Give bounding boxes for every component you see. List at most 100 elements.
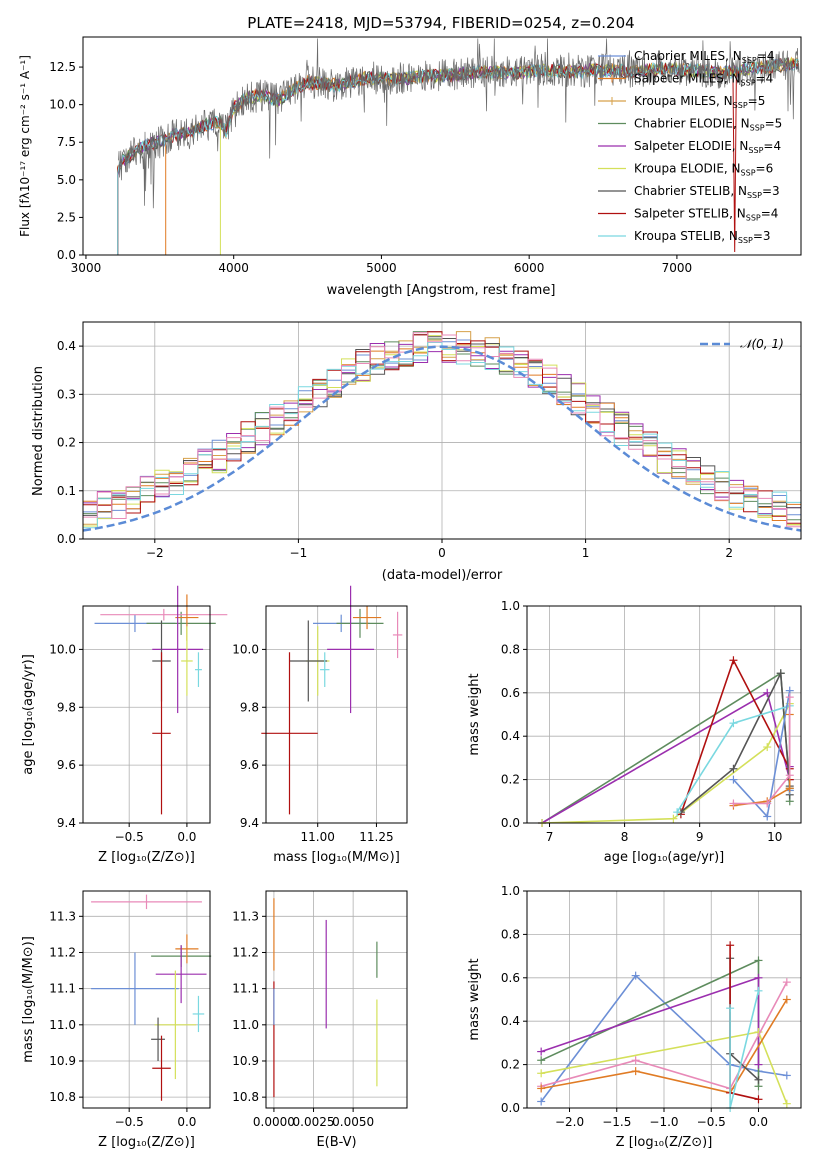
model-spectrum-line — [117, 57, 799, 255]
x-tick-label: −2.0 — [555, 1115, 584, 1129]
mass-weight-line — [733, 714, 791, 807]
x-tick-label: 7 — [546, 830, 554, 844]
y-tick-label: 10.9 — [49, 1054, 76, 1068]
gaussian-curve — [82, 345, 802, 532]
y-axis-label: mass weight — [467, 958, 482, 1040]
x-tick-label: 0.0 — [749, 1115, 768, 1129]
y-tick-label: 11.1 — [232, 982, 259, 996]
spectrum-ticks: 3000 4000 5000 6000 7000 0.0 2.5 5.0 7.5 10.0 12.5 — [49, 60, 692, 275]
age-vs-mass-panel: 11.00 11.25 9.4 9.6 9.8 10.0 mass [log₁₀(M/M⊙)… — [232, 585, 408, 865]
residual-xlabel: (data-model)/error — [382, 568, 503, 583]
residual-histograms — [82, 331, 801, 539]
mass-vs-z-panel: −0.5 0.0 10.8 10.9 11.0 11.1 11.2 11.3 Z [log₁₀(… — [21, 890, 212, 1150]
mass-weight-line — [733, 697, 791, 805]
axes-frame — [82, 890, 211, 1109]
x-tick-label: 1 — [582, 546, 590, 560]
x-axis-label: age [log₁₀(age/yr)] — [604, 850, 725, 865]
y-tick-label: 0.8 — [501, 642, 520, 656]
y-tick-label: 11.1 — [49, 982, 76, 996]
y-tick-label: 10.0 — [232, 642, 259, 656]
y-tick-label: 10.9 — [232, 1054, 259, 1068]
model-spectrum-line — [117, 56, 799, 255]
spectrum-xlabel: wavelength [Angstrom, rest frame] — [327, 283, 556, 298]
y-tick-label: 0.2 — [57, 436, 76, 450]
legend-label: Chabrier STELIB, NSSP=3 — [634, 184, 780, 200]
legend-label: Salpeter MILES, NSSP=4 — [634, 72, 773, 88]
axes-frame — [526, 605, 802, 824]
x-tick-label: −1.5 — [602, 1115, 631, 1129]
legend-label: Salpeter ELODIE, NSSP=4 — [634, 139, 781, 155]
y-tick-label: 10.8 — [49, 1090, 76, 1104]
y-tick-label: 11.3 — [49, 909, 76, 923]
spectrum-frame — [82, 36, 802, 256]
mass-weight-vs-age-panel: 7 8 9 10 0.0 0.2 0.4 0.6 0.8 1.0 age [log₁₀(age/yr… — [467, 599, 802, 865]
y-tick-label: 0.6 — [501, 686, 520, 700]
x-tick-label: 5000 — [366, 261, 397, 275]
y-tick-label: 11.3 — [232, 909, 259, 923]
spectrum-panel: PLATE=2418, MJD=53794, FIBERID=0254, z=0… — [18, 14, 802, 298]
x-tick-label: −1 — [290, 546, 308, 560]
x-tick-label: 10 — [767, 830, 782, 844]
axes-frame — [265, 890, 408, 1109]
legend-label: Salpeter STELIB, NSSP=4 — [634, 207, 778, 223]
observed-spectrum-line — [118, 38, 800, 209]
model-spectrum-line — [117, 57, 799, 255]
y-tick-label: 12.5 — [49, 60, 76, 74]
model-spectrum-line — [117, 58, 799, 255]
model-spectrum-line — [117, 58, 799, 255]
y-tick-label: 0.2 — [501, 773, 520, 787]
x-tick-label: −2 — [146, 546, 164, 560]
x-tick-label: −0.5 — [697, 1115, 726, 1129]
y-axis-label: mass [log₁₀(M/M⊙)] — [21, 936, 36, 1063]
axes-frame — [82, 605, 211, 824]
y-axis-label: age [log₁₀(age/yr)] — [21, 654, 36, 775]
x-tick-label: 0.0050 — [332, 1115, 374, 1129]
model-spectrum-line — [117, 57, 799, 255]
y-tick-label: 10.8 — [232, 1090, 259, 1104]
y-tick-label: 10.0 — [49, 642, 76, 656]
mass-weight-line — [729, 990, 760, 1109]
x-tick-label: 2 — [725, 546, 733, 560]
x-axis-label: Z [log₁₀(Z/Z⊙)] — [98, 850, 195, 865]
y-tick-label: 0.2 — [501, 1058, 520, 1072]
x-axis-label: Z [log₁₀(Z/Z⊙)] — [98, 1135, 195, 1150]
spectrum-title: PLATE=2418, MJD=53794, FIBERID=0254, z=0… — [247, 14, 634, 32]
x-tick-label: 8 — [621, 830, 629, 844]
y-tick-label: 9.6 — [240, 758, 259, 772]
x-axis-label: E(B-V) — [316, 1135, 356, 1150]
y-tick-label: 0.4 — [501, 729, 520, 743]
x-tick-label: 7000 — [662, 261, 693, 275]
x-tick-label: 0 — [438, 546, 446, 560]
mass-weight-line — [541, 999, 788, 1094]
y-tick-label: 0.0 — [501, 816, 520, 830]
y-tick-label: 7.5 — [57, 135, 76, 149]
y-tick-label: 11.0 — [49, 1018, 76, 1032]
y-tick-label: 1.0 — [501, 884, 520, 898]
spectrum-data-line — [118, 38, 800, 209]
x-tick-label: 6000 — [514, 261, 545, 275]
mass-weight-vs-z-panel: −2.0 −1.5 −1.0 −0.5 0.0 0.0 0.2 0.4 0.6 0.8 1.0 Z [… — [467, 884, 802, 1150]
x-tick-label: −1.0 — [649, 1115, 678, 1129]
gaussian-legend-label: 𝒩(0, 1) — [740, 337, 784, 351]
legend-label: Kroupa ELODIE, NSSP=6 — [634, 162, 773, 178]
y-tick-label: 10.0 — [49, 98, 76, 112]
mass-weight-line — [541, 703, 791, 824]
residual-ticks: −2 −1 0 1 2 0.0 0.1 0.2 0.3 0.4 — [57, 339, 733, 560]
y-tick-label: 0.4 — [57, 339, 76, 353]
y-tick-label: 0.0 — [57, 248, 76, 262]
axes-frame — [265, 605, 408, 824]
y-tick-label: 11.0 — [232, 1018, 259, 1032]
x-tick-label: 11.25 — [359, 830, 393, 844]
y-tick-label: 0.6 — [501, 971, 520, 985]
y-tick-label: 9.8 — [240, 700, 259, 714]
x-tick-label: −0.5 — [115, 830, 144, 844]
legend-label: Chabrier ELODIE, NSSP=5 — [634, 117, 782, 133]
y-tick-label: 9.6 — [57, 758, 76, 772]
x-tick-label: 4000 — [218, 261, 249, 275]
y-tick-label: 0.1 — [57, 484, 76, 498]
mass-weight-line — [680, 670, 791, 813]
y-tick-label: 9.4 — [240, 816, 259, 830]
legend-label: Kroupa STELIB, NSSP=3 — [634, 229, 771, 245]
